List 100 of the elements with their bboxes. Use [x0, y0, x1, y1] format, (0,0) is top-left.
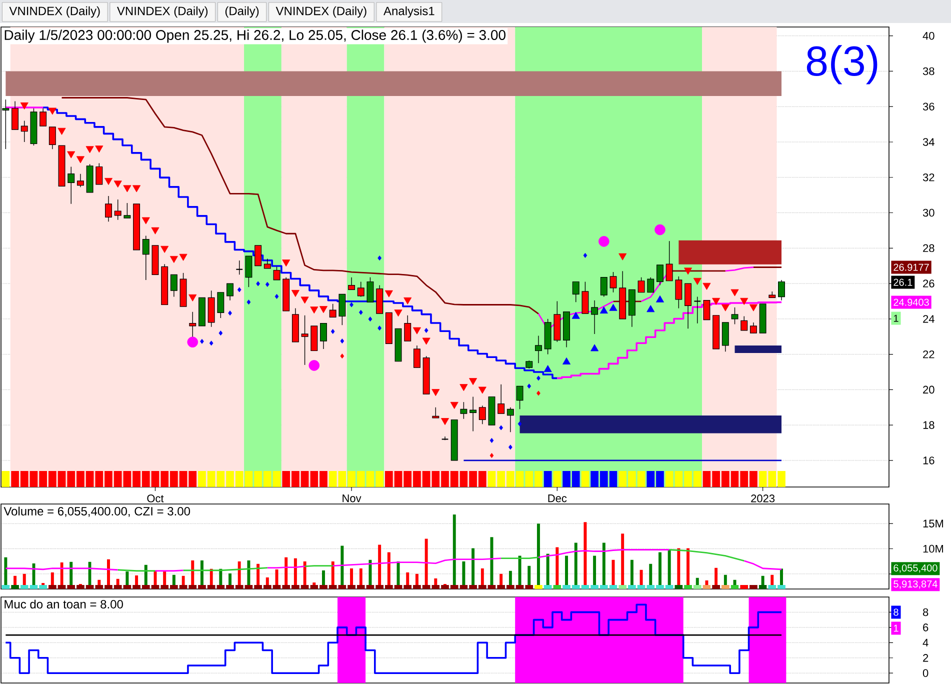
point [478, 386, 486, 394]
y-tick-label: 36 [922, 102, 934, 110]
point [749, 304, 758, 312]
candlestick [460, 402, 468, 420]
point [358, 310, 363, 315]
candlestick [600, 276, 608, 298]
candlestick [470, 396, 477, 432]
point [469, 378, 478, 386]
point [536, 390, 540, 396]
point [209, 340, 214, 346]
point [598, 236, 610, 247]
point [179, 254, 188, 261]
candlestick [124, 202, 131, 218]
point [527, 384, 532, 389]
point [618, 253, 627, 260]
candlestick [610, 272, 617, 293]
candlestick [217, 292, 224, 318]
point [200, 338, 204, 344]
point [95, 146, 104, 153]
candlestick [76, 173, 84, 188]
candlestick [516, 386, 524, 410]
point [265, 282, 270, 287]
y-tick-label: 24 [923, 315, 934, 323]
point [151, 227, 160, 234]
point [536, 376, 540, 381]
candlestick [357, 281, 364, 298]
point [274, 294, 279, 299]
point [583, 252, 588, 258]
text: VNINDEX (Daily) [116, 6, 208, 18]
point [187, 336, 198, 348]
point [740, 298, 748, 305]
point [67, 151, 76, 158]
point [76, 156, 84, 164]
point [218, 330, 223, 336]
point [508, 444, 512, 450]
point [412, 327, 421, 334]
candlestick [142, 235, 150, 280]
candlestick [478, 405, 486, 425]
candlestick [582, 281, 589, 314]
point [142, 217, 150, 224]
candlestick [96, 162, 103, 185]
point [654, 224, 666, 236]
text: (Daily) [225, 6, 259, 18]
candlestick [68, 166, 75, 204]
y-tick-label: 30 [922, 208, 934, 217]
x-tick-label: 2023 [751, 494, 775, 502]
point [440, 418, 450, 426]
candlestick [656, 264, 664, 286]
point [590, 344, 599, 352]
point [228, 310, 232, 316]
y-tick-label: 8 [922, 608, 928, 616]
candlestick [638, 276, 645, 293]
x-tick-label: Dec [548, 494, 567, 502]
candlestick [534, 335, 542, 364]
point [684, 268, 692, 275]
annotation: 8(3) [806, 45, 878, 84]
candlestick [40, 108, 47, 126]
candlestick [170, 274, 178, 298]
candlestick [750, 322, 757, 334]
point [319, 306, 328, 314]
point [712, 298, 720, 305]
y-tick-label: 20 [923, 386, 934, 394]
point [544, 365, 552, 372]
chart-title: Muc do an toan = 8.00 [4, 600, 123, 608]
text: VNINDEX (Daily) [9, 6, 100, 18]
candlestick [264, 258, 271, 269]
y-tick-label: 0 [922, 669, 928, 677]
point [378, 326, 382, 331]
point [114, 180, 122, 188]
candlestick [666, 240, 673, 282]
y-tick-label: 4 [922, 638, 928, 646]
text: 1 [894, 624, 898, 632]
point [48, 108, 56, 115]
y-tick-label: 22 [923, 350, 934, 358]
point [368, 316, 372, 322]
point [246, 300, 251, 305]
point [460, 384, 468, 392]
text: 6,055,400 [894, 564, 938, 573]
point [310, 306, 318, 314]
x-tick-label: Oct [147, 494, 164, 502]
point [330, 328, 335, 334]
point [188, 294, 197, 302]
point [702, 282, 711, 290]
candlestick [647, 276, 654, 293]
point [384, 290, 393, 298]
candlestick [366, 276, 374, 302]
candlestick [189, 311, 196, 338]
y-tick-label: 34 [922, 138, 934, 146]
candlestick [236, 260, 244, 276]
point [160, 246, 169, 253]
annotation: 8 [894, 608, 898, 616]
point [132, 185, 141, 192]
candlestick [105, 196, 112, 222]
point [350, 302, 354, 308]
point [432, 389, 440, 396]
point [404, 297, 412, 304]
point [378, 256, 382, 261]
point [646, 305, 655, 312]
candlestick [254, 245, 262, 266]
point [394, 310, 402, 317]
